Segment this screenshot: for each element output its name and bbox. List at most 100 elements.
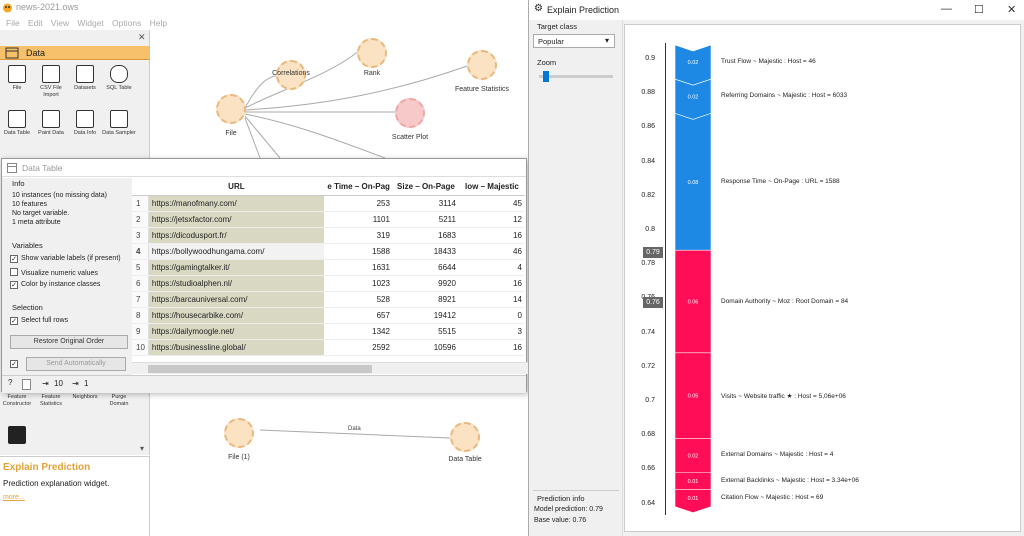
toolbox-close-icon[interactable]: ✕ bbox=[138, 32, 146, 42]
table-row[interactable]: 9 https://dailymoogle.net/1342 5515 3 bbox=[132, 323, 525, 340]
cell-value[interactable]: 3114 bbox=[392, 195, 459, 212]
cell-value[interactable]: 3 bbox=[458, 323, 525, 340]
menu-view[interactable]: View bbox=[50, 18, 70, 28]
cell-url[interactable]: https://manofmany.com/ bbox=[148, 195, 325, 212]
cell-url[interactable]: https://studioalphen.nl/ bbox=[148, 275, 325, 292]
row-number[interactable]: 1 bbox=[132, 195, 149, 212]
node-file[interactable] bbox=[216, 94, 246, 124]
node-correlations[interactable] bbox=[276, 60, 306, 90]
table-row[interactable]: 10 https://businessline.global/2592 10596 1… bbox=[132, 339, 525, 356]
scrollbar-thumb[interactable] bbox=[148, 365, 372, 373]
menu-edit[interactable]: Edit bbox=[27, 18, 43, 28]
cell-value[interactable]: 1101 bbox=[324, 211, 393, 228]
cell-value[interactable]: 16 bbox=[458, 275, 525, 292]
widget-data-table[interactable]: Data Table bbox=[0, 110, 34, 137]
corner-header[interactable] bbox=[132, 178, 149, 196]
node-feature-statistics[interactable] bbox=[467, 50, 497, 80]
row-number[interactable]: 10 bbox=[132, 339, 149, 356]
node-data-table[interactable] bbox=[450, 422, 480, 452]
cell-value[interactable]: 9920 bbox=[392, 275, 459, 292]
row-number[interactable]: 4 bbox=[132, 243, 149, 260]
menu-help[interactable]: Help bbox=[149, 18, 168, 28]
cell-value[interactable]: 8921 bbox=[392, 291, 459, 308]
cell-value[interactable]: 1631 bbox=[324, 259, 393, 276]
row-number[interactable]: 9 bbox=[132, 323, 149, 340]
widget-neighbors[interactable]: Neighbors bbox=[72, 394, 98, 400]
cell-value[interactable]: 319 bbox=[324, 227, 393, 244]
visualize-numeric-checkbox[interactable]: Visualize numeric values bbox=[10, 268, 98, 277]
menu-widget[interactable]: Widget bbox=[77, 18, 104, 28]
cell-value[interactable]: 10596 bbox=[392, 339, 459, 356]
cell-value[interactable]: 16 bbox=[458, 339, 525, 356]
cell-url[interactable]: https://dicodusport.fr/ bbox=[148, 227, 325, 244]
cell-value[interactable]: 0 bbox=[458, 307, 525, 324]
node-rank[interactable] bbox=[357, 38, 387, 68]
cell-value[interactable]: 5211 bbox=[392, 211, 459, 228]
cell-value[interactable]: 16 bbox=[458, 227, 525, 244]
cell-value[interactable]: 528 bbox=[324, 291, 393, 308]
widget-file[interactable]: File bbox=[0, 65, 34, 92]
cell-url[interactable]: https://jetsxfactor.com/ bbox=[148, 211, 325, 228]
table-row[interactable]: 1 https://manofmany.com/253 3114 45 bbox=[132, 195, 525, 212]
restore-order-button[interactable]: Restore Original Order bbox=[10, 335, 128, 349]
category-data[interactable]: Data bbox=[0, 46, 150, 60]
table-row[interactable]: 8 https://housecarbike.com/657 19412 0 bbox=[132, 307, 525, 324]
menu-options[interactable]: Options bbox=[112, 18, 142, 28]
data-grid[interactable]: URL e Time – On-Pag Size – On-Page low –… bbox=[132, 178, 528, 375]
cell-url[interactable]: https://dailymoogle.net/ bbox=[148, 323, 325, 340]
cell-value[interactable]: 2592 bbox=[324, 339, 393, 356]
minimize-icon[interactable]: — bbox=[941, 3, 952, 15]
column-header-url[interactable]: URL bbox=[148, 178, 325, 196]
cell-url[interactable]: https://housecarbike.com/ bbox=[148, 307, 325, 324]
row-number[interactable]: 8 bbox=[132, 307, 149, 324]
cell-value[interactable]: 657 bbox=[324, 307, 393, 324]
cell-value[interactable]: 1023 bbox=[324, 275, 393, 292]
row-number[interactable]: 7 bbox=[132, 291, 149, 308]
widget-paint-data[interactable]: Paint Data bbox=[34, 110, 68, 137]
color-by-class-checkbox[interactable]: ✓ Color by instance classes bbox=[10, 281, 101, 289]
cell-url[interactable]: https://businessline.global/ bbox=[148, 339, 325, 356]
cell-value[interactable]: 1342 bbox=[324, 323, 393, 340]
cell-value[interactable]: 4 bbox=[458, 259, 525, 276]
widget-datasets[interactable]: Datasets bbox=[68, 65, 102, 92]
widget-csv-file-import[interactable]: CSV File Import bbox=[34, 65, 68, 98]
cell-value[interactable]: 6644 bbox=[392, 259, 459, 276]
column-header-response-time[interactable]: e Time – On-Pag bbox=[324, 178, 393, 196]
auto-send-checkbox[interactable]: ✓ bbox=[10, 360, 18, 368]
widget-feature-statistics[interactable]: Feature Statistics bbox=[39, 394, 62, 407]
zoom-slider-track[interactable] bbox=[539, 71, 613, 82]
cell-value[interactable]: 14 bbox=[458, 291, 525, 308]
row-number[interactable]: 2 bbox=[132, 211, 149, 228]
cell-url[interactable]: https://barcauniversal.com/ bbox=[148, 291, 325, 308]
widget-sql-table[interactable]: SQL Table bbox=[102, 65, 136, 92]
send-automatically-button[interactable]: Send Automatically bbox=[26, 357, 126, 371]
scroll-down-icon[interactable]: ▾ bbox=[140, 444, 145, 453]
row-number[interactable]: 6 bbox=[132, 275, 149, 292]
target-class-select[interactable]: Popular ▾ bbox=[533, 34, 615, 48]
row-number[interactable]: 3 bbox=[132, 227, 149, 244]
table-row[interactable]: 4 https://bollywoodhungama.com/1588 18433 4… bbox=[132, 243, 525, 260]
cell-value[interactable]: 1588 bbox=[324, 243, 393, 260]
report-icon[interactable] bbox=[22, 379, 31, 390]
description-more-link[interactable]: more... bbox=[3, 494, 25, 501]
table-row[interactable]: 7 https://barcauniversal.com/528 8921 14 bbox=[132, 291, 525, 308]
column-header-trust-flow[interactable]: low – Majestic bbox=[458, 178, 525, 196]
cell-value[interactable]: 18433 bbox=[392, 243, 459, 260]
maximize-icon[interactable]: ☐ bbox=[974, 4, 984, 16]
menu-file[interactable]: File bbox=[6, 18, 20, 28]
column-header-size[interactable]: Size – On-Page bbox=[392, 178, 459, 196]
table-row[interactable]: 6 https://studioalphen.nl/1023 9920 16 bbox=[132, 275, 525, 292]
table-row[interactable]: 5 https://gamingtalker.it/1631 6644 4 bbox=[132, 259, 525, 276]
cell-value[interactable]: 5515 bbox=[392, 323, 459, 340]
node-file-1[interactable] bbox=[224, 418, 254, 448]
row-number[interactable]: 5 bbox=[132, 259, 149, 276]
cell-value[interactable]: 46 bbox=[458, 243, 525, 260]
cell-url[interactable]: https://bollywoodhungama.com/ bbox=[148, 243, 325, 260]
widget-data-info[interactable]: Data Info bbox=[68, 110, 102, 137]
table-row[interactable]: 2 https://jetsxfactor.com/1101 5211 12 bbox=[132, 211, 525, 228]
cell-value[interactable]: 253 bbox=[324, 195, 393, 212]
cell-value[interactable]: 19412 bbox=[392, 307, 459, 324]
cell-value[interactable]: 12 bbox=[458, 211, 525, 228]
cell-url[interactable]: https://gamingtalker.it/ bbox=[148, 259, 325, 276]
cell-value[interactable]: 45 bbox=[458, 195, 525, 212]
